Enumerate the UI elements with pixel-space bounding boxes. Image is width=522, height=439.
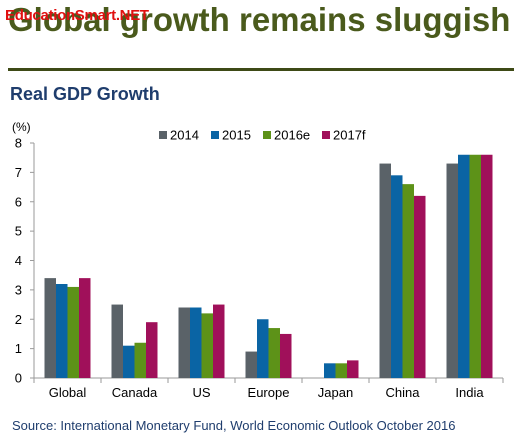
bar [213, 304, 225, 378]
bar [111, 304, 123, 378]
page-title: Global growth remains sluggish [8, 1, 511, 38]
y-tick-label: 4 [15, 253, 22, 268]
bar [201, 313, 213, 378]
bar [146, 322, 158, 378]
legend-label: 2015 [222, 128, 251, 143]
bar [347, 360, 359, 378]
bar [79, 278, 91, 378]
bar [280, 333, 292, 378]
x-tick-label: Canada [112, 385, 158, 400]
title-divider [8, 68, 514, 71]
y-tick-label: 1 [15, 341, 22, 356]
bar [67, 286, 79, 378]
bar [178, 307, 190, 378]
bar [335, 363, 347, 378]
bar [123, 345, 135, 378]
bar [56, 284, 68, 378]
legend-swatch [263, 131, 271, 139]
bar [469, 154, 481, 378]
chart-bars [44, 154, 493, 378]
y-tick-label: 5 [15, 224, 22, 239]
x-tick-label: China [386, 385, 421, 400]
bar [268, 328, 280, 378]
y-tick-label: 0 [15, 371, 22, 386]
bar [391, 175, 403, 378]
x-tick-label: Japan [318, 385, 353, 400]
legend-swatch [159, 131, 167, 139]
y-tick-label: 7 [15, 165, 22, 180]
legend-label: 2017f [333, 128, 366, 143]
bar [458, 154, 470, 378]
y-tick-label: 8 [15, 136, 22, 151]
y-tick-label: 3 [15, 282, 22, 297]
watermark-text: EducationSmart.NET [5, 7, 149, 24]
bar [245, 351, 257, 378]
legend-label: 2016e [274, 128, 310, 143]
bar [134, 342, 146, 378]
x-tick-label: Global [49, 385, 87, 400]
y-tick-label: 6 [15, 194, 22, 209]
bar [446, 163, 458, 378]
bar [324, 363, 336, 378]
legend-swatch [322, 131, 330, 139]
bar [481, 154, 493, 378]
bar [257, 319, 269, 378]
x-tick-label: India [455, 385, 484, 400]
legend-swatch [211, 131, 219, 139]
chart-legend: 2014 2015 2016e 2017f [159, 128, 366, 143]
legend-label: 2014 [170, 128, 199, 143]
bar [414, 195, 426, 378]
chart-subtitle: Real GDP Growth [10, 84, 160, 104]
x-tick-label: US [192, 385, 210, 400]
bar [190, 307, 202, 378]
y-tick-label: 2 [15, 312, 22, 327]
y-axis-label: (%) [12, 120, 31, 134]
bar [379, 163, 391, 378]
source-note: Source: International Monetary Fund, Wor… [12, 418, 456, 433]
bar [44, 278, 56, 378]
bar [402, 184, 414, 378]
x-tick-label: Europe [248, 385, 290, 400]
